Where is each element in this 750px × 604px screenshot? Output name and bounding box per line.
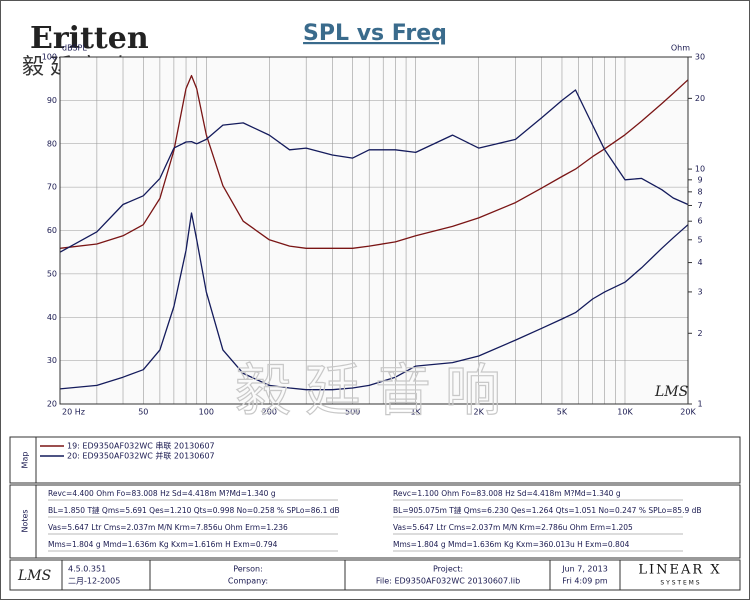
y2-tick-label: 6: [697, 217, 702, 226]
series-line: [59, 89, 689, 253]
logo: Eritten: [30, 21, 149, 56]
x-tick-label: 500: [345, 408, 360, 417]
chart-title: SPL vs Freq: [303, 21, 447, 46]
legend-label: 20: ED9350AF032WC 并联 20130607: [67, 451, 215, 461]
x-tick-label: 50: [138, 408, 148, 417]
note-line: Vas=5.647 Ltr Cms=2.037m M/N Krm=7.856u …: [48, 523, 288, 532]
y2-tick-label: 20: [695, 94, 705, 103]
plot-frame: [59, 56, 689, 405]
y-tick-label: 40: [47, 313, 57, 322]
x-tick-label: 20 Hz: [62, 408, 85, 417]
y2-axis-label: Ohm: [671, 44, 690, 53]
x-tick-label: 2K: [473, 408, 484, 417]
series-line: [59, 74, 689, 249]
y-axis-label: dBSPL: [62, 44, 87, 53]
plot-watermark: LMS: [654, 384, 688, 400]
run-date: Jun 7, 2013: [561, 565, 608, 574]
y2-tick-label: 4: [697, 258, 702, 267]
map-panel: [9, 436, 741, 484]
map-title: Map: [21, 452, 30, 469]
note-line: Mms=1.804 g Mmd=1.636m Kg Kxm=1.616m H E…: [48, 540, 278, 549]
y2-tick-label: 3: [697, 287, 702, 296]
note-line: Revc=4.400 Ohm Fo=83.008 Hz Sd=4.418m M?…: [48, 489, 276, 498]
note-line: BL=905.075m T鏈 Qms=6.230 Qes=1.264 Qts=1…: [393, 505, 702, 515]
y2-tick-label: 8: [697, 187, 702, 196]
y2-tick-label: 9: [697, 175, 702, 184]
company: Company:: [228, 577, 268, 586]
person: Person:: [233, 565, 263, 574]
note-line: Vas=5.647 Ltr Cms=2.037m M/N Krm=2.786u …: [393, 523, 633, 532]
y2-tick-label: 7: [697, 201, 702, 210]
y-tick-label: 80: [47, 139, 57, 148]
note-line: Revc=1.100 Ohm Fo=83.008 Hz Sd=4.418m M?…: [393, 489, 621, 498]
x-tick-label: 100: [199, 408, 214, 417]
footer-logo: LMS: [17, 568, 51, 584]
watermark-cn: 毅廷音响: [235, 359, 515, 424]
footer: [9, 559, 741, 591]
note-line: BL=1.850 T鏈 Qms=5.691 Qes=1.210 Qts=0.99…: [48, 505, 340, 515]
version: 4.5.0.351: [68, 565, 106, 574]
brand: LINEAR X: [638, 563, 721, 578]
note-line: Mms=1.804 g Mmd=1.636m Kg Kxm=360.013u H…: [393, 540, 630, 549]
project: Project:: [433, 565, 463, 574]
legend-label: 19: ED9350AF032WC 串联 20130607: [67, 442, 215, 451]
file: File: ED9350AF032WC 20130607.lib: [376, 577, 520, 586]
x-tick-label: 5K: [557, 408, 568, 417]
run-time: Fri 4:09 pm: [562, 577, 608, 586]
brand-sub: S Y S T E M S: [660, 580, 699, 587]
series-line: [59, 212, 689, 391]
y2-tick-label: 5: [697, 235, 702, 244]
y-tick-label: 100: [42, 53, 57, 62]
notes-title: Notes: [21, 509, 30, 532]
notes-panel: [9, 484, 741, 559]
y2-tick-label: 30: [695, 53, 705, 62]
y-tick-label: 30: [47, 356, 57, 365]
x-tick-label: 10K: [617, 408, 633, 417]
x-tick-label: 200: [262, 408, 277, 417]
x-tick-label: 1K: [410, 408, 421, 417]
y-tick-label: 70: [47, 183, 57, 192]
y2-tick-label: 1: [697, 400, 702, 409]
y-tick-label: 60: [47, 226, 57, 235]
y-tick-label: 90: [47, 96, 57, 105]
y2-tick-label: 2: [697, 329, 702, 338]
y2-tick-label: 10: [695, 165, 705, 174]
y-tick-label: 50: [47, 269, 57, 278]
x-tick-label: 20K: [680, 408, 696, 417]
y-tick-label: 20: [47, 400, 57, 409]
build-date: 二月-12-2005: [68, 577, 120, 586]
